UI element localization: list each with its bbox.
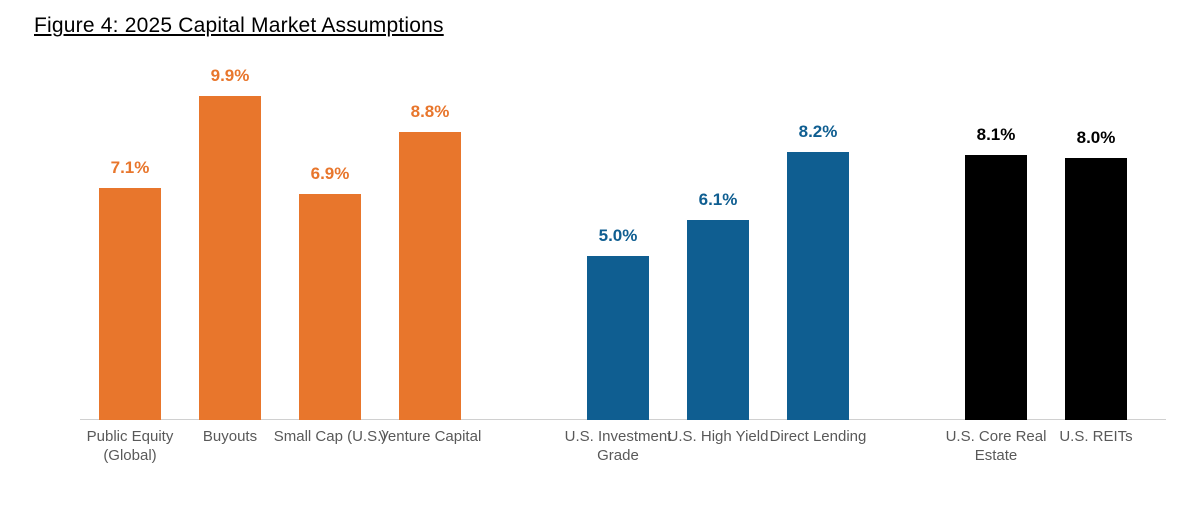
category-label: Direct Lending [758, 428, 878, 447]
bar-value-label: 6.9% [280, 164, 380, 184]
bar [299, 194, 361, 420]
category-label: Venture Capital [370, 428, 490, 447]
bar-value-label: 8.2% [768, 122, 868, 142]
bar-value-label: 8.0% [1046, 128, 1146, 148]
chart-title: Figure 4: 2025 Capital Market Assumption… [34, 14, 444, 38]
bar [965, 155, 1027, 420]
bar [1065, 158, 1127, 420]
bar [199, 96, 261, 420]
bar [687, 220, 749, 420]
bar [787, 152, 849, 420]
capital-market-assumptions-chart: Figure 4: 2025 Capital Market Assumption… [0, 0, 1200, 508]
bar [587, 256, 649, 420]
bar-value-label: 8.1% [946, 125, 1046, 145]
bar [399, 132, 461, 420]
bar [99, 188, 161, 420]
bar-value-label: 8.8% [380, 102, 480, 122]
bars-layer: 7.1% 9.9% 6.9% 8.8% 5.0%6.1% 8.2% 8.1%8.0% [80, 60, 1166, 420]
category-label: U.S. REITs [1036, 428, 1156, 447]
chart-plot-area: 7.1%9.9%6.9%8.8%5.0%6.1%8.2%8.1%8.0% Pub… [80, 60, 1166, 420]
bar-value-label: 6.1% [668, 190, 768, 210]
bar-value-label: 9.9% [180, 66, 280, 86]
bar-value-label: 5.0% [568, 226, 668, 246]
bar-value-label: 7.1% [80, 158, 180, 178]
